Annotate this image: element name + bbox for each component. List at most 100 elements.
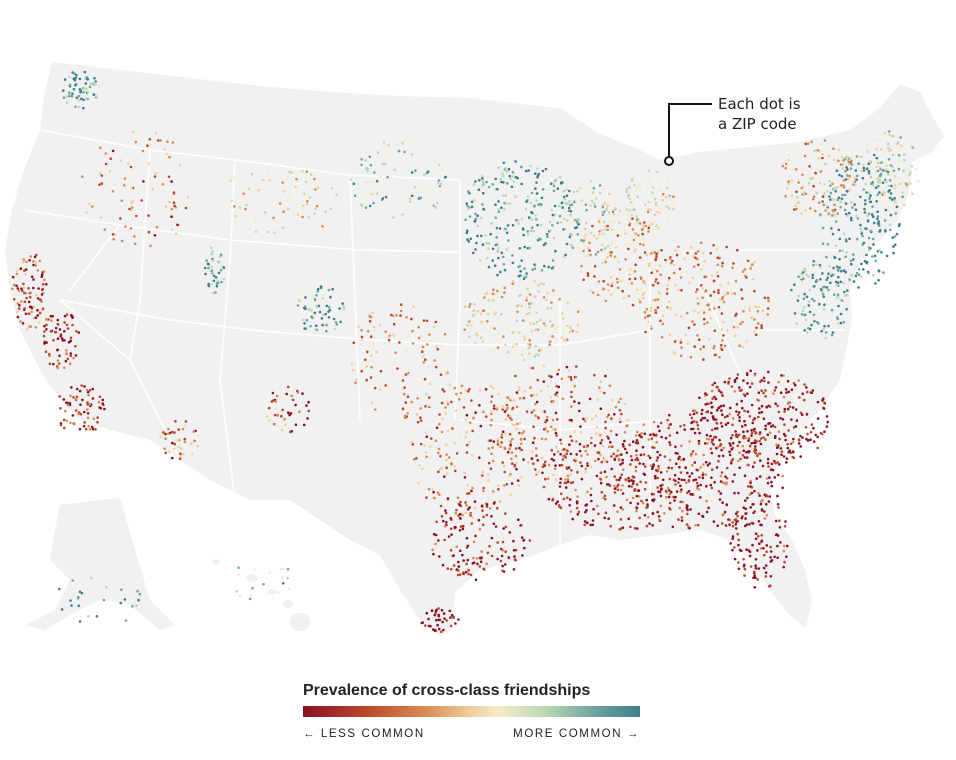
- zip-dot: [797, 275, 800, 279]
- zip-dot: [590, 499, 593, 503]
- zip-dot: [593, 444, 597, 447]
- zip-dot: [727, 281, 730, 285]
- zip-dot: [869, 200, 873, 204]
- zip-dot: [38, 321, 41, 324]
- zip-dot: [790, 288, 793, 292]
- zip-dot: [68, 403, 72, 407]
- zip-dot: [661, 478, 665, 482]
- zip-dot: [577, 510, 581, 514]
- zip-dot: [480, 234, 483, 238]
- zip-dot: [813, 212, 816, 215]
- zip-dot: [680, 289, 683, 292]
- zip-dot: [268, 571, 272, 574]
- zip-dot: [615, 277, 619, 281]
- zip-dot: [516, 422, 519, 426]
- zip-dot: [687, 479, 691, 483]
- zip-dot: [742, 436, 746, 440]
- zip-dot: [699, 418, 703, 422]
- zip-dot: [713, 353, 717, 357]
- zip-dot: [825, 280, 828, 284]
- zip-dot: [796, 299, 800, 302]
- zip-dot: [610, 284, 614, 288]
- zip-dot: [457, 618, 460, 621]
- zip-dot: [237, 573, 240, 576]
- zip-dot: [423, 358, 427, 362]
- zip-dot: [795, 408, 798, 411]
- zip-dot: [214, 291, 217, 294]
- zip-dot: [736, 326, 740, 329]
- zip-dot: [384, 195, 388, 199]
- zip-dot: [490, 536, 494, 540]
- zip-dot: [562, 447, 566, 451]
- zip-dot: [754, 537, 758, 541]
- zip-dot: [744, 274, 747, 278]
- zip-dot: [513, 423, 517, 427]
- zip-dot: [551, 213, 555, 217]
- zip-dot: [465, 231, 469, 235]
- zip-dot: [691, 320, 694, 323]
- zip-dot: [824, 188, 827, 192]
- zip-dot: [740, 288, 743, 292]
- zip-dot: [768, 431, 772, 435]
- zip-dot: [627, 219, 631, 222]
- zip-dot: [484, 327, 487, 330]
- zip-dot: [801, 436, 804, 439]
- zip-dot: [541, 169, 545, 173]
- zip-dot: [49, 330, 53, 333]
- zip-dot: [813, 285, 816, 288]
- zip-dot: [784, 166, 787, 170]
- zip-dot: [631, 476, 635, 480]
- zip-dot: [562, 228, 565, 231]
- zip-dot: [552, 289, 555, 292]
- zip-dot: [780, 453, 783, 457]
- zip-dot: [763, 379, 766, 383]
- zip-dot: [694, 478, 698, 481]
- zip-dot: [754, 532, 758, 535]
- zip-dot: [862, 268, 865, 271]
- zip-dot: [477, 518, 481, 522]
- zip-dot: [528, 305, 531, 309]
- zip-dot: [717, 289, 720, 292]
- zip-dot: [737, 567, 741, 571]
- zip-dot: [878, 178, 882, 182]
- zip-dot: [737, 561, 740, 564]
- zip-dot: [813, 299, 816, 303]
- zip-dot: [392, 322, 396, 326]
- zip-dot: [542, 296, 546, 299]
- zip-dot: [859, 275, 863, 279]
- zip-dot: [762, 417, 766, 421]
- zip-dot: [455, 508, 458, 512]
- zip-dot: [631, 217, 634, 220]
- zip-dot: [286, 411, 290, 415]
- zip-dot: [865, 261, 868, 265]
- zip-dot: [281, 226, 285, 229]
- zip-dot: [438, 422, 441, 426]
- zip-dot: [25, 296, 28, 300]
- zip-dot: [534, 214, 537, 217]
- zip-dot: [537, 290, 540, 293]
- zip-dot: [516, 479, 520, 482]
- zip-dot: [505, 483, 509, 486]
- legend-title: Prevalence of cross-class friendships: [303, 682, 591, 699]
- zip-dot: [730, 385, 734, 388]
- zip-dot: [288, 170, 291, 174]
- zip-dot: [762, 547, 765, 550]
- zip-dot: [428, 396, 431, 399]
- zip-dot: [745, 450, 748, 454]
- zip-dot: [866, 214, 869, 218]
- zip-dot: [706, 442, 709, 445]
- zip-dot: [766, 307, 770, 310]
- zip-dot: [487, 479, 490, 482]
- zip-dot: [630, 213, 634, 217]
- zip-dot: [823, 192, 826, 195]
- zip-dot: [883, 131, 887, 135]
- zip-dot: [656, 456, 660, 459]
- zip-dot: [823, 324, 826, 328]
- zip-dot: [639, 453, 643, 457]
- zip-dot: [379, 174, 383, 178]
- zip-dot: [628, 197, 632, 201]
- zip-dot: [857, 162, 860, 166]
- zip-dot: [439, 454, 442, 458]
- zip-dot: [845, 308, 848, 311]
- zip-dot: [679, 500, 682, 504]
